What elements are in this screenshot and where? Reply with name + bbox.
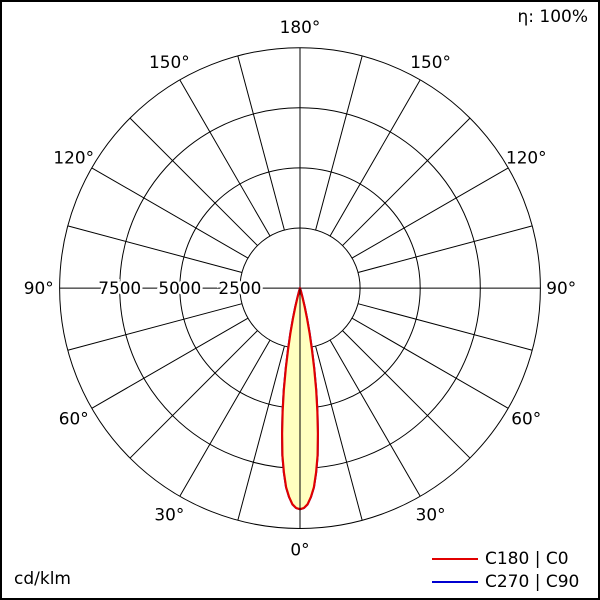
ring-label: 2500 bbox=[218, 278, 261, 298]
angle-label: 180° bbox=[280, 17, 321, 37]
legend-line-c0-icon bbox=[432, 557, 478, 560]
angle-label: 60° bbox=[59, 409, 89, 429]
legend: C180 | C0 C270 | C90 bbox=[432, 547, 589, 593]
ring-label: 5000 bbox=[158, 278, 201, 298]
grid-spoke bbox=[315, 55, 363, 231]
grid-spoke bbox=[67, 303, 243, 351]
angle-label: 60° bbox=[511, 409, 541, 429]
angle-label: 30° bbox=[416, 504, 446, 524]
grid-spoke bbox=[237, 345, 285, 521]
grid-spoke bbox=[342, 330, 471, 459]
angle-label: 150° bbox=[149, 52, 190, 72]
angle-label: 30° bbox=[154, 504, 184, 524]
grid-spoke bbox=[329, 79, 421, 237]
grid-spoke bbox=[179, 79, 271, 237]
grid-spoke bbox=[342, 117, 471, 246]
grid-spoke bbox=[179, 339, 271, 497]
grid-spoke bbox=[351, 167, 509, 259]
grid-spoke bbox=[91, 317, 249, 409]
grid-spoke bbox=[91, 167, 249, 259]
legend-item-c0: C180 | C0 bbox=[432, 547, 589, 570]
angle-label: 150° bbox=[410, 52, 451, 72]
efficiency-label: η: 100% bbox=[517, 7, 588, 27]
legend-line-c90-icon bbox=[432, 580, 478, 583]
angle-label: 0° bbox=[290, 539, 309, 559]
grid-spoke bbox=[67, 225, 243, 273]
grid-spoke bbox=[357, 303, 533, 351]
legend-label-c0: C180 | C0 bbox=[485, 548, 569, 569]
grid-spoke bbox=[357, 225, 533, 273]
angle-label: 120° bbox=[53, 147, 94, 167]
grid-spoke bbox=[129, 117, 258, 246]
grid-spoke bbox=[329, 339, 421, 497]
angle-label: 90° bbox=[546, 278, 576, 298]
angle-label: 120° bbox=[506, 147, 547, 167]
grid-spoke bbox=[129, 330, 258, 459]
grid-spoke bbox=[351, 317, 509, 409]
ring-label: 7500 bbox=[98, 278, 141, 298]
legend-label-c90: C270 | C90 bbox=[485, 571, 580, 592]
grid-spoke bbox=[237, 55, 285, 231]
grid-spoke bbox=[315, 345, 363, 521]
unit-label: cd/klm bbox=[14, 569, 71, 589]
legend-item-c90: C270 | C90 bbox=[432, 570, 589, 593]
angle-label: 90° bbox=[24, 278, 54, 298]
